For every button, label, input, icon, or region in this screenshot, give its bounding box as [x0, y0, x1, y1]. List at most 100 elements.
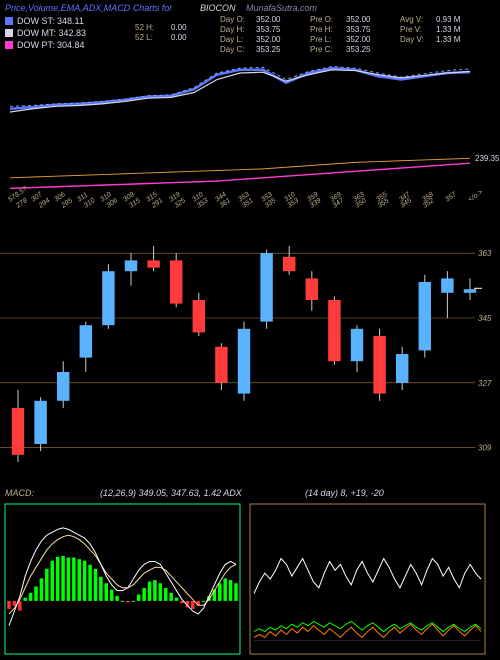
upper-line-2	[10, 68, 470, 109]
macd-bar	[218, 583, 222, 601]
candle-body	[396, 354, 408, 383]
candle-body	[283, 257, 295, 271]
macd-bar	[121, 601, 125, 602]
stat-val: 352.00	[256, 15, 281, 24]
legend-swatch	[5, 17, 13, 25]
candle-body	[328, 300, 340, 361]
macd-bar	[191, 601, 195, 609]
macd-bar	[159, 583, 163, 601]
stat-val: 353.25	[256, 45, 281, 54]
stat-val: 1.33 M	[436, 35, 461, 44]
macd-bar	[202, 601, 206, 602]
macd-bar	[153, 580, 157, 601]
macd-bar	[78, 559, 82, 601]
candle-body	[306, 278, 318, 300]
macd-bar	[115, 596, 119, 601]
stat-key: Pre L:	[310, 35, 331, 44]
macd-bar	[223, 578, 227, 600]
stat-val: 353.75	[256, 25, 281, 34]
macd-bar	[29, 593, 33, 601]
candle-body	[12, 408, 24, 455]
stat-val: 1.33 M	[436, 25, 461, 34]
macd-bar	[94, 569, 98, 601]
candle-body	[80, 325, 92, 357]
legend-swatch	[5, 41, 13, 49]
stat-key: Pre C:	[310, 45, 333, 54]
candle-body	[125, 260, 137, 271]
macd-bar	[45, 569, 49, 601]
macd-bar	[99, 577, 103, 601]
candle-body	[147, 260, 159, 267]
stat-key: Pre O:	[310, 15, 333, 24]
stat-val: 352.00	[346, 15, 371, 24]
candle-body	[57, 372, 69, 401]
stat-key: 52 L:	[135, 33, 153, 42]
macd-bar	[132, 601, 136, 602]
stat-val: 352.00	[346, 35, 371, 44]
macd-bar	[83, 561, 87, 601]
price-ytick: 327	[478, 379, 492, 388]
stat-key: Avg V:	[400, 15, 423, 24]
stat-key: Day V:	[400, 35, 424, 44]
stat-val: 353.25	[346, 45, 371, 54]
legend-label: DOW MT: 342.83	[17, 28, 86, 38]
stat-val: 0.00	[171, 33, 187, 42]
candle-body	[260, 253, 272, 321]
macd-signal	[9, 535, 236, 614]
macd-bar	[234, 583, 238, 601]
price-ytick: 363	[478, 249, 492, 258]
stat-val: 0.93 M	[436, 15, 461, 24]
macd-bar	[142, 588, 146, 601]
candle-body	[102, 271, 114, 325]
stat-key: Day C:	[220, 45, 244, 54]
stat-key: Day O:	[220, 15, 245, 24]
candle-body	[215, 347, 227, 383]
upper-xtick: </o.>	[467, 189, 484, 204]
candle-body	[170, 260, 182, 303]
macd-bar	[72, 558, 76, 601]
macd-bar	[50, 561, 54, 601]
stat-key: 52 H:	[135, 23, 154, 32]
candle-body	[34, 401, 46, 444]
macd-bar	[34, 586, 38, 600]
stat-key: Pre H:	[310, 25, 333, 34]
candle-body	[441, 278, 453, 292]
macd-bar	[110, 590, 114, 601]
macd-bar	[164, 588, 168, 601]
macd-line	[9, 528, 236, 626]
site-name: MunafaSutra.com	[246, 3, 318, 13]
macd-bar	[169, 593, 173, 601]
macd-params: (12,26,9) 349.05, 347.63, 1.42 ADX	[100, 488, 243, 498]
legend-label: DOW ST: 348.11	[17, 16, 84, 26]
candle-body	[464, 289, 476, 293]
macd-bar	[7, 601, 11, 609]
stat-key: Pre V:	[400, 25, 422, 34]
candle-body	[351, 329, 363, 361]
macd-bar	[229, 580, 233, 601]
adx-pdi	[254, 621, 481, 631]
title-left: Price,Volume,EMA,ADX,MACD Charts for	[5, 3, 173, 13]
macd-bar	[105, 583, 109, 601]
candle-body	[238, 329, 250, 394]
adx-line	[254, 559, 481, 594]
stat-val: 0.00	[171, 23, 187, 32]
macd-bar	[67, 558, 71, 601]
macd-bar	[13, 601, 17, 606]
candle-body	[373, 336, 385, 394]
legend-label: DOW PT: 304.84	[17, 40, 85, 50]
upper-right-label: 239.35	[475, 154, 500, 163]
stat-val: 353.75	[346, 25, 371, 34]
macd-bar	[88, 565, 92, 601]
chart-stage: Price,Volume,EMA,ADX,MACD Charts for BIOC…	[0, 0, 500, 660]
ticker-name: BIOCON	[200, 3, 236, 13]
legend-swatch	[5, 29, 13, 37]
stat-val: 352.00	[256, 35, 281, 44]
macd-bar	[23, 598, 27, 601]
macd-bar	[40, 578, 44, 600]
upper-xtick: 357	[444, 191, 458, 204]
price-ytick: 345	[478, 314, 492, 323]
adx-title: (14 day) 8, +19, -20	[305, 488, 384, 498]
macd-bar	[137, 594, 141, 600]
upper-line-3	[10, 70, 470, 112]
stat-key: Day L:	[220, 35, 243, 44]
